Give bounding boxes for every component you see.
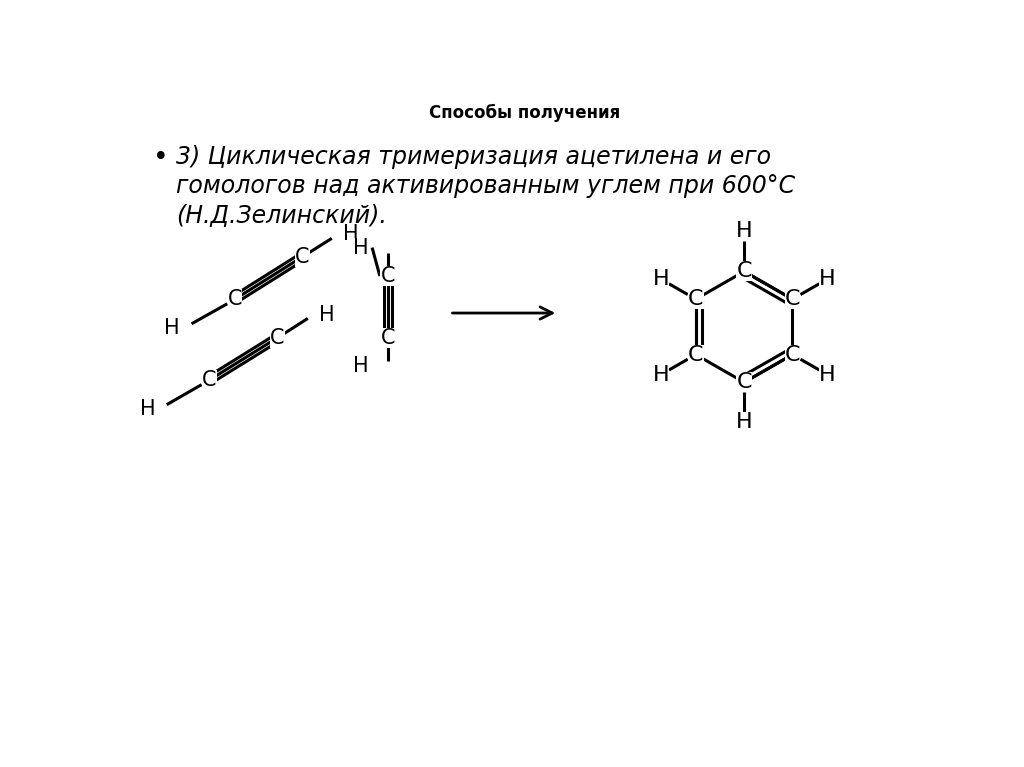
Text: H: H [165,318,180,338]
Text: •: • [153,145,168,171]
Text: H: H [736,413,753,433]
Text: H: H [819,364,836,384]
Text: H: H [352,356,369,376]
Text: C: C [380,266,395,286]
Text: 3) Циклическая тримеризация ацетилена и его: 3) Циклическая тримеризация ацетилена и … [176,145,771,170]
Text: C: C [688,344,703,364]
Text: C: C [295,247,309,267]
Text: H: H [318,305,334,325]
Text: H: H [819,269,836,289]
Text: гомологов над активированным углем при 600°С: гомологов над активированным углем при 6… [176,174,796,199]
Text: (Н.Д.Зелинский).: (Н.Д.Зелинский). [176,204,387,228]
Text: C: C [380,328,395,347]
Text: H: H [139,400,156,420]
Text: C: C [202,370,217,390]
Text: Способы получения: Способы получения [429,104,621,122]
Text: C: C [784,289,800,309]
Text: C: C [736,262,752,281]
Text: C: C [270,328,285,347]
Text: H: H [343,225,358,245]
Text: C: C [688,289,703,309]
Text: C: C [784,344,800,364]
Text: H: H [736,222,753,242]
Text: C: C [227,289,243,309]
Text: C: C [736,372,752,393]
Text: H: H [352,238,369,258]
Text: H: H [652,364,670,384]
Text: H: H [652,269,670,289]
